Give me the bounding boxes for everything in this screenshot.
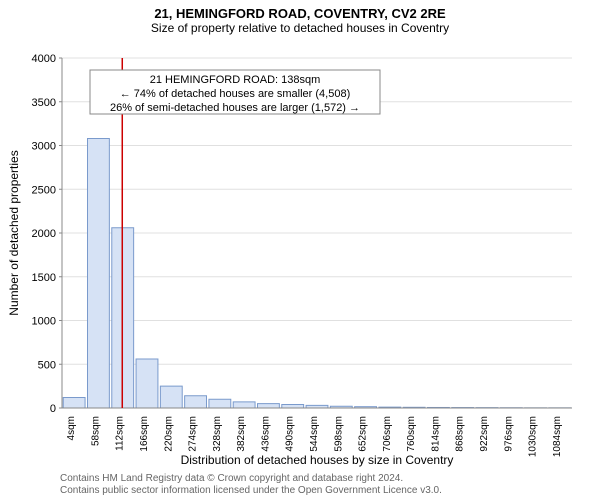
x-tick-label: 814sqm	[430, 416, 441, 452]
annotation-line: ← 74% of detached houses are smaller (4,…	[120, 88, 351, 100]
x-tick-label: 760sqm	[406, 416, 417, 452]
footer-line1: Contains HM Land Registry data © Crown c…	[60, 473, 403, 484]
x-tick-label: 1084sqm	[552, 416, 563, 457]
svg-text:2000: 2000	[32, 228, 56, 240]
x-tick-label: 706sqm	[382, 416, 393, 452]
histogram-bar	[63, 398, 85, 409]
y-axis-label: Number of detached properties	[7, 150, 21, 315]
histogram-bar	[160, 386, 182, 408]
x-tick-label: 1030sqm	[528, 416, 539, 457]
x-tick-label: 4sqm	[66, 416, 77, 440]
histogram-bar	[88, 139, 110, 409]
x-tick-label: 274sqm	[188, 416, 199, 452]
x-tick-label: 436sqm	[260, 416, 271, 452]
histogram-bar	[185, 396, 207, 408]
svg-text:2500: 2500	[32, 184, 56, 196]
histogram-bar	[233, 402, 255, 408]
x-tick-label: 868sqm	[455, 416, 466, 452]
svg-text:0: 0	[50, 403, 56, 415]
histogram-bar	[258, 404, 280, 408]
x-tick-label: 220sqm	[163, 416, 174, 452]
x-tick-label: 166sqm	[139, 416, 150, 452]
x-tick-label: 544sqm	[309, 416, 320, 452]
histogram-plot: 0 500 1000 1500 2000 2500 3000 3500 4000 4sqm 58sq…	[0, 0, 600, 500]
x-tick-label: 58sqm	[90, 416, 101, 446]
histogram-bar	[282, 405, 304, 409]
x-tick-label: 382sqm	[236, 416, 247, 452]
annotation-line: 21 HEMINGFORD ROAD: 138sqm	[150, 74, 321, 86]
x-axis-label: Distribution of detached houses by size …	[181, 453, 454, 467]
svg-text:3000: 3000	[32, 141, 56, 153]
x-tick-label: 976sqm	[503, 416, 514, 452]
x-tick-label: 922sqm	[479, 416, 490, 452]
histogram-bar	[209, 399, 231, 408]
footer-line2: Contains public sector information licen…	[60, 485, 442, 496]
histogram-bar	[136, 359, 158, 408]
svg-text:4000: 4000	[32, 53, 56, 65]
svg-text:3500: 3500	[32, 97, 56, 109]
x-tick-label: 490sqm	[285, 416, 296, 452]
x-tick-label: 598sqm	[333, 416, 344, 452]
svg-text:500: 500	[38, 359, 56, 371]
annotation-line: 26% of semi-detached houses are larger (…	[110, 102, 360, 114]
x-tick-label: 652sqm	[358, 416, 369, 452]
svg-text:1500: 1500	[32, 272, 56, 284]
svg-text:1000: 1000	[32, 316, 56, 328]
x-tick-label: 112sqm	[115, 416, 126, 451]
x-tick-label: 328sqm	[212, 416, 223, 452]
